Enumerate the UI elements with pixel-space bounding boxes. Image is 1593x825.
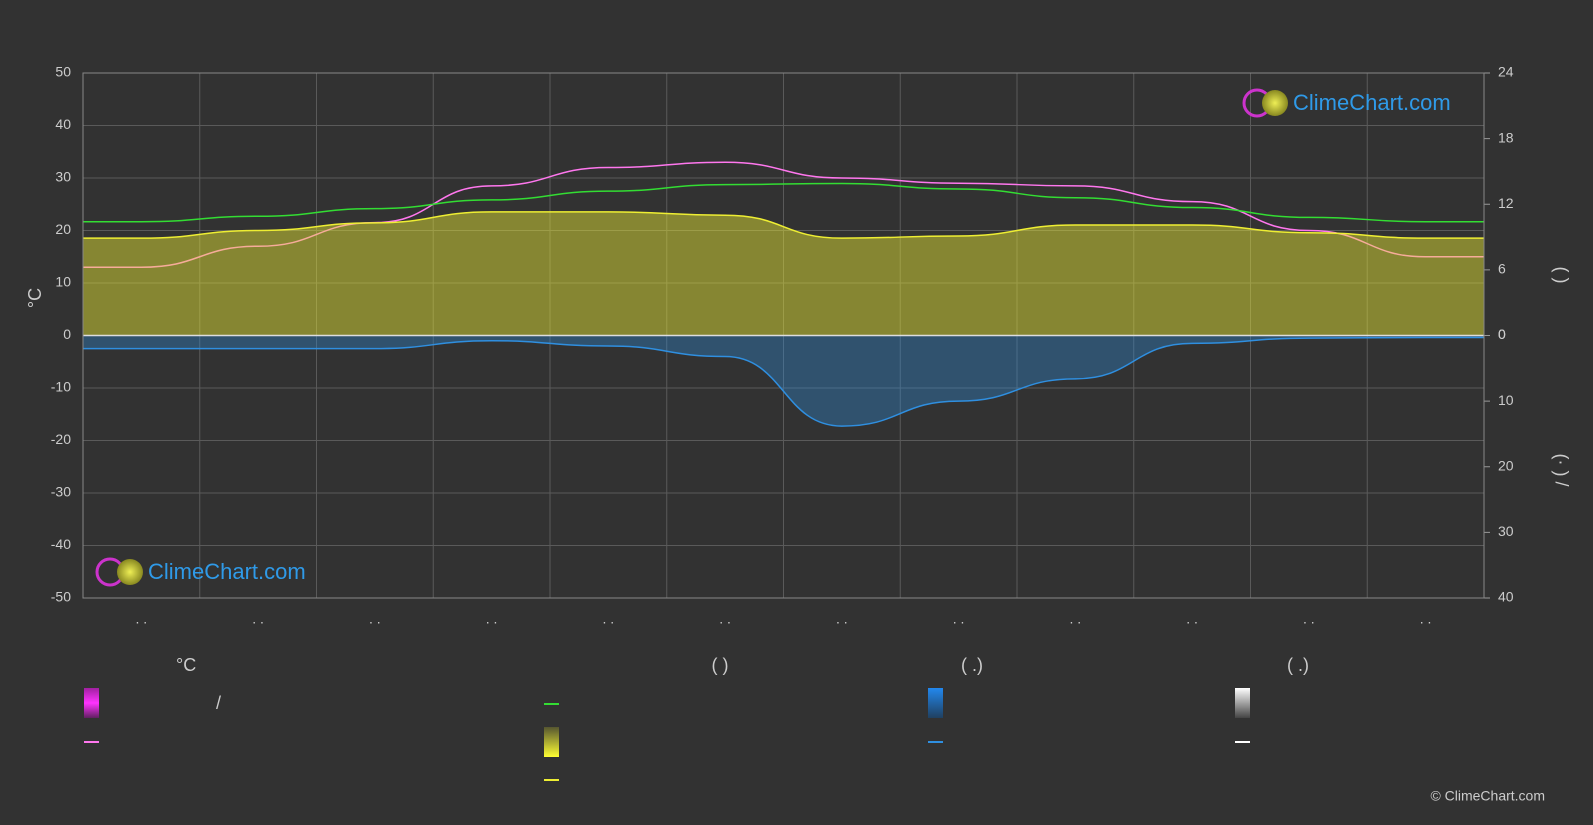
legend-swatch xyxy=(544,727,559,757)
y-tick-label: 30 xyxy=(55,169,71,185)
y-tick-label: -40 xyxy=(51,536,71,552)
legend-swatch xyxy=(84,688,99,718)
y-tick-label: -20 xyxy=(51,431,71,447)
y2-tick-label: 12 xyxy=(1498,195,1514,211)
logo-text: ClimeChart.com xyxy=(148,559,306,584)
logo-sun xyxy=(1262,90,1288,116)
series-line xyxy=(83,336,1484,427)
legend-header: ( .) xyxy=(1287,655,1309,675)
y3-tick-label: 0 xyxy=(1498,326,1506,342)
series-area xyxy=(83,335,1484,427)
y3-axis-title: (· ) / xyxy=(1551,454,1571,487)
y-tick-label: -10 xyxy=(51,379,71,395)
logo: ClimeChart.com xyxy=(95,557,306,587)
y-tick-label: -30 xyxy=(51,484,71,500)
x-tick-label: . . xyxy=(719,611,731,627)
series-line xyxy=(83,182,1484,223)
x-tick-label: . . xyxy=(136,611,148,627)
x-tick-label: . . xyxy=(603,611,615,627)
y3-tick-label: 10 xyxy=(1498,392,1514,408)
y2-tick-label: 18 xyxy=(1498,129,1514,145)
legend-swatch xyxy=(928,688,943,718)
y2-tick-label: 0 xyxy=(1498,326,1506,342)
y-tick-label: 0 xyxy=(63,326,71,342)
y-tick-label: 10 xyxy=(55,274,71,290)
x-tick-label: . . xyxy=(1420,611,1432,627)
x-tick-label: . . xyxy=(836,611,848,627)
x-tick-label: . . xyxy=(1186,611,1198,627)
x-tick-label: . . xyxy=(252,611,264,627)
logo-sun xyxy=(117,559,143,585)
legend-separator: / xyxy=(216,693,221,713)
legend-header: ( .) xyxy=(961,655,983,675)
logo: ClimeChart.com xyxy=(1242,88,1451,118)
x-tick-label: . . xyxy=(1303,611,1315,627)
legend-swatch xyxy=(1235,688,1250,718)
series-line xyxy=(83,211,1484,239)
logo-text: ClimeChart.com xyxy=(1293,90,1451,115)
x-tick-label: . . xyxy=(369,611,381,627)
legend-header: °C xyxy=(176,655,196,675)
x-tick-label: . . xyxy=(1070,611,1082,627)
legend-header: ( ) xyxy=(712,655,729,675)
y2-tick-label: 6 xyxy=(1498,261,1506,277)
plot-frame xyxy=(82,72,1485,599)
series-area xyxy=(83,211,1484,336)
y2-axis-title: ( ) xyxy=(1551,267,1571,284)
y3-tick-label: 40 xyxy=(1498,589,1514,605)
y-axis-title: °C xyxy=(25,288,45,308)
y-tick-label: 20 xyxy=(55,221,71,237)
x-tick-label: . . xyxy=(953,611,965,627)
y-tick-label: -50 xyxy=(51,589,71,605)
y3-tick-label: 20 xyxy=(1498,457,1514,473)
y-tick-label: 50 xyxy=(55,64,71,80)
copyright: © ClimeChart.com xyxy=(1430,788,1545,804)
y3-tick-label: 30 xyxy=(1498,523,1514,539)
x-tick-label: . . xyxy=(486,611,498,627)
y-tick-label: 40 xyxy=(55,116,71,132)
y2-tick-label: 24 xyxy=(1498,64,1514,80)
